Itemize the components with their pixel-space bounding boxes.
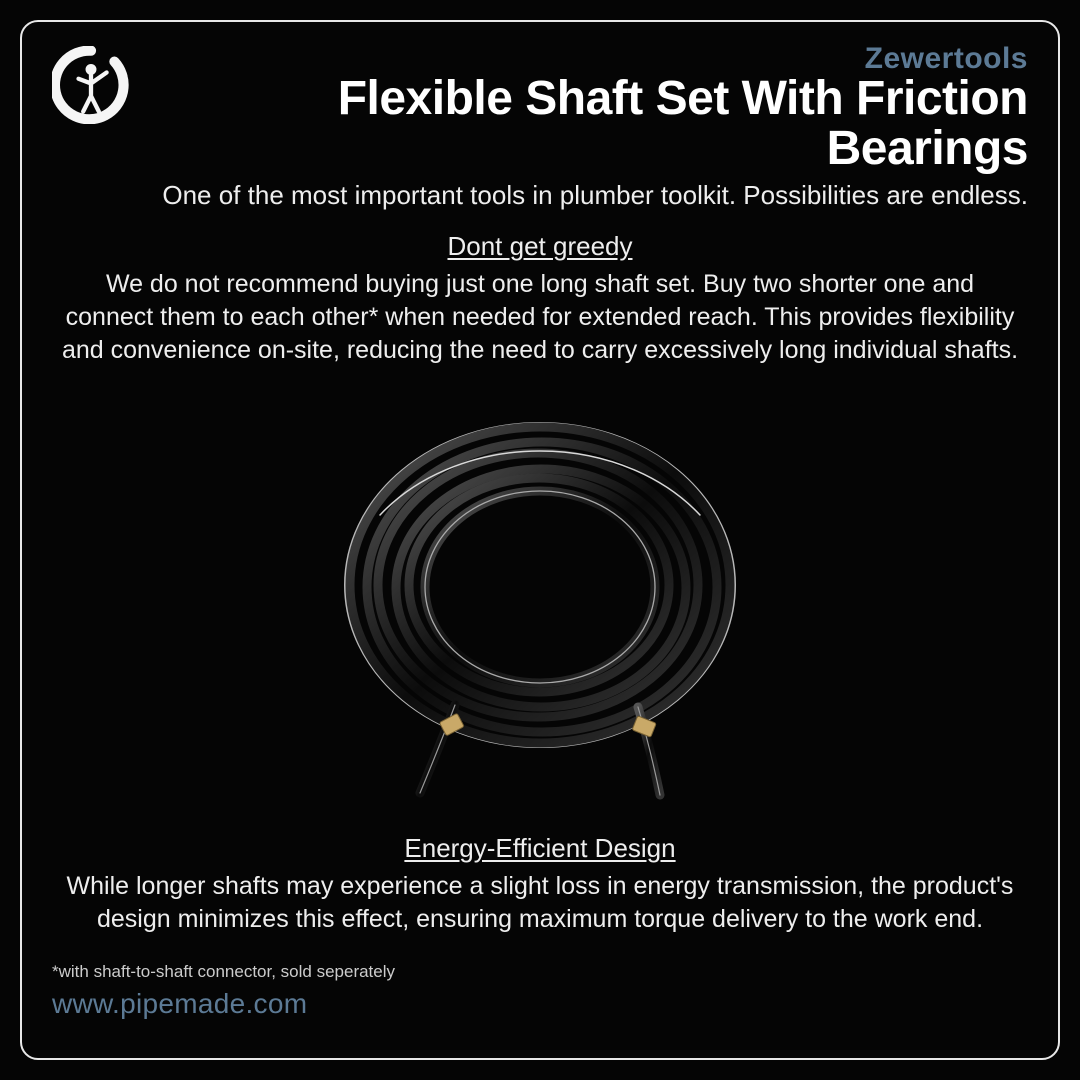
header: Zewertools Flexible Shaft Set With Frict… <box>52 42 1028 211</box>
product-subtitle: One of the most important tools in plumb… <box>150 179 1028 212</box>
product-image-coil-icon <box>290 395 790 815</box>
section-greedy-title: Dont get greedy <box>52 231 1028 262</box>
product-title: Flexible Shaft Set With Friction Bearing… <box>150 74 1028 175</box>
section-energy-body: While longer shafts may experience a sli… <box>52 870 1028 936</box>
brand-logo-icon <box>52 46 130 124</box>
website-url: www.pipemade.com <box>52 988 1028 1020</box>
title-block: Zewertools Flexible Shaft Set With Frict… <box>150 42 1028 211</box>
section-greedy-body: We do not recommend buying just one long… <box>52 268 1028 367</box>
brand-name: Zewertools <box>150 42 1028 76</box>
content-frame: Zewertools Flexible Shaft Set With Frict… <box>20 20 1060 1060</box>
section-energy: Energy-Efficient Design While longer sha… <box>52 833 1028 936</box>
footnote: *with shaft-to-shaft connector, sold sep… <box>52 962 1028 982</box>
section-energy-title: Energy-Efficient Design <box>52 833 1028 864</box>
section-greedy: Dont get greedy We do not recommend buyi… <box>52 231 1028 367</box>
